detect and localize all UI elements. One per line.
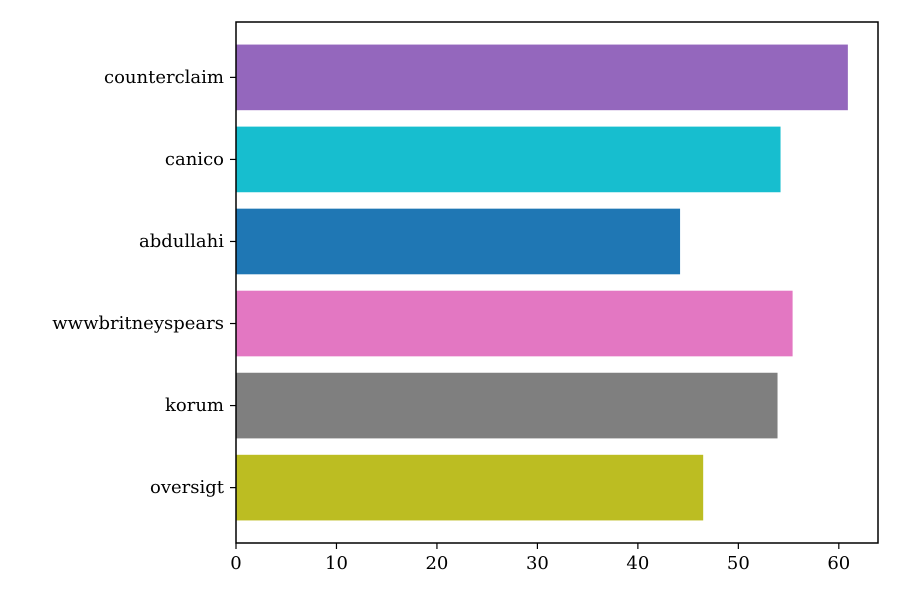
bar-abdullahi (236, 208, 681, 275)
y-tick-label: canico (165, 149, 224, 170)
bar-oversigt (236, 454, 704, 521)
y-tick-label: korum (165, 395, 224, 416)
x-tick-label: 20 (425, 553, 448, 574)
y-axis-ticks: counterclaim canico abdullahi wwwbritneyspe… (52, 67, 236, 498)
y-tick-label: abdullahi (139, 231, 224, 252)
y-tick-label: counterclaim (104, 67, 224, 88)
x-axis-ticks: 0 10 20 30 40 50 60 (230, 543, 850, 574)
x-tick-label: 30 (526, 553, 549, 574)
x-tick-label: 40 (626, 553, 649, 574)
bar-wwwbritneyspears (236, 290, 793, 357)
x-tick-label: 50 (727, 553, 750, 574)
plot-frame (235, 21, 879, 544)
bar-canico (236, 126, 781, 193)
bar-counterclaim (236, 44, 848, 111)
bar-korum (236, 372, 778, 439)
x-tick-label: 0 (230, 553, 241, 574)
y-tick-label: oversigt (150, 477, 225, 498)
x-tick-label: 10 (325, 553, 348, 574)
y-tick-label: wwwbritneyspears (52, 313, 224, 334)
bars-group (236, 44, 848, 521)
x-tick-label: 60 (827, 553, 850, 574)
